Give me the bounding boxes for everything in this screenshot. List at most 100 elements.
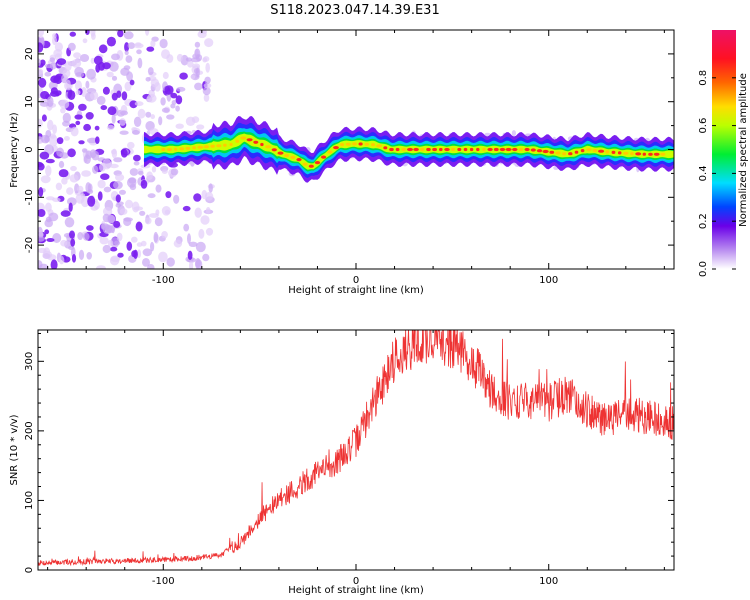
noise-blob bbox=[67, 90, 76, 100]
noise-blob bbox=[50, 259, 58, 269]
noise-blob bbox=[105, 225, 115, 234]
noise-blob bbox=[38, 77, 47, 88]
noise-blob bbox=[103, 186, 112, 193]
noise-blob bbox=[154, 82, 161, 92]
noise-blob bbox=[97, 157, 106, 162]
ridge-peak bbox=[302, 162, 308, 166]
noise-blob bbox=[45, 216, 52, 223]
noise-blob bbox=[194, 82, 203, 91]
ridge-peak bbox=[383, 146, 388, 150]
noise-blob bbox=[38, 162, 45, 171]
noise-blob bbox=[484, 132, 491, 137]
noise-blob bbox=[45, 202, 52, 212]
noise-blob bbox=[123, 65, 131, 70]
ridge-peak bbox=[376, 144, 383, 148]
noise-blob bbox=[41, 114, 47, 122]
noise-blob bbox=[190, 74, 196, 79]
ridge-peak bbox=[333, 146, 339, 150]
noise-blob bbox=[150, 39, 156, 48]
noise-blob bbox=[62, 69, 71, 78]
snr-x-axis-label: Height of straight line (km) bbox=[288, 585, 424, 596]
noise-blob bbox=[194, 68, 199, 74]
noise-blob bbox=[38, 42, 44, 53]
noise-blob bbox=[115, 173, 125, 181]
noise-blob bbox=[133, 154, 141, 162]
ridge-peak bbox=[413, 147, 419, 152]
noise-blob bbox=[83, 123, 91, 132]
noise-blob bbox=[45, 196, 55, 201]
noise-blob bbox=[82, 232, 90, 241]
noise-blob bbox=[142, 248, 152, 257]
ridge-peak bbox=[314, 161, 321, 165]
noise-blob bbox=[170, 92, 178, 99]
noise-blob bbox=[93, 55, 103, 65]
x-tick-label: 100 bbox=[539, 576, 558, 587]
colorbar-tick-label: 0.0 bbox=[698, 261, 709, 277]
noise-blob bbox=[187, 250, 193, 260]
colorbar-label: Normalized spectral amplitude bbox=[738, 73, 749, 227]
noise-blob bbox=[58, 169, 69, 178]
noise-blob bbox=[56, 137, 64, 145]
noise-blob bbox=[77, 232, 84, 240]
x-tick-label: -100 bbox=[152, 275, 175, 286]
ridge-peak bbox=[223, 143, 227, 147]
noise-blob bbox=[73, 52, 81, 59]
noise-blob bbox=[38, 187, 44, 197]
noise-blob bbox=[50, 75, 60, 83]
noise-blob bbox=[79, 54, 90, 62]
noise-blob bbox=[146, 171, 153, 180]
noise-blob bbox=[127, 42, 136, 49]
x-tick-label: 100 bbox=[539, 275, 558, 286]
noise-blob bbox=[208, 183, 213, 193]
ridge-peak bbox=[179, 147, 185, 151]
ridge-peak bbox=[340, 143, 345, 147]
ridge-peak bbox=[648, 152, 653, 156]
noise-blob bbox=[106, 124, 115, 131]
x-tick-label: 0 bbox=[353, 576, 359, 587]
noise-blob bbox=[161, 231, 168, 239]
noise-blob bbox=[97, 179, 106, 189]
noise-blob bbox=[69, 174, 79, 183]
ridge-peak bbox=[555, 151, 561, 155]
noise-blob bbox=[121, 91, 128, 101]
noise-blob bbox=[111, 53, 120, 61]
noise-blob bbox=[40, 91, 50, 99]
noise-blob bbox=[144, 30, 150, 36]
noise-blob bbox=[125, 199, 133, 209]
noise-blob bbox=[50, 87, 58, 95]
noise-blob bbox=[133, 161, 140, 166]
snr-panel: -100 0 100 0 100 200 300 Height of straight li… bbox=[9, 329, 675, 596]
noise-blob bbox=[205, 227, 214, 236]
ridge-peak bbox=[642, 152, 646, 156]
noise-blob bbox=[44, 135, 50, 143]
noise-blob bbox=[93, 201, 100, 210]
noise-blob bbox=[204, 76, 211, 85]
noise-blob bbox=[100, 105, 108, 111]
noise-blob bbox=[75, 90, 81, 95]
noise-blob bbox=[97, 191, 103, 201]
ridge-peak bbox=[493, 147, 499, 152]
noise-blob bbox=[71, 59, 82, 68]
ridge-peak bbox=[505, 147, 512, 152]
noise-blob bbox=[144, 217, 152, 225]
ridge-peak bbox=[192, 146, 197, 150]
colorbar: 0.0 0.2 0.4 0.6 0.8 Normalized spectral ampl… bbox=[698, 30, 749, 277]
ridge-peak bbox=[568, 152, 573, 156]
noise-blob bbox=[154, 217, 163, 227]
ridge-peak bbox=[574, 150, 579, 154]
noise-blob bbox=[53, 49, 63, 58]
noise-blob bbox=[126, 71, 133, 82]
noise-blob bbox=[69, 230, 75, 239]
noise-blob bbox=[49, 135, 58, 147]
noise-blob bbox=[165, 191, 172, 199]
ridge-peak bbox=[197, 145, 204, 149]
noise-blob bbox=[113, 220, 121, 228]
noise-blob bbox=[56, 58, 67, 65]
noise-blob bbox=[42, 250, 53, 260]
noise-blob bbox=[162, 71, 169, 80]
ridge-peak bbox=[580, 149, 585, 153]
noise-blob bbox=[49, 57, 56, 63]
snr-y-axis-label: SNR (10 * v/v) bbox=[9, 414, 20, 485]
ridge-peak bbox=[358, 142, 363, 146]
